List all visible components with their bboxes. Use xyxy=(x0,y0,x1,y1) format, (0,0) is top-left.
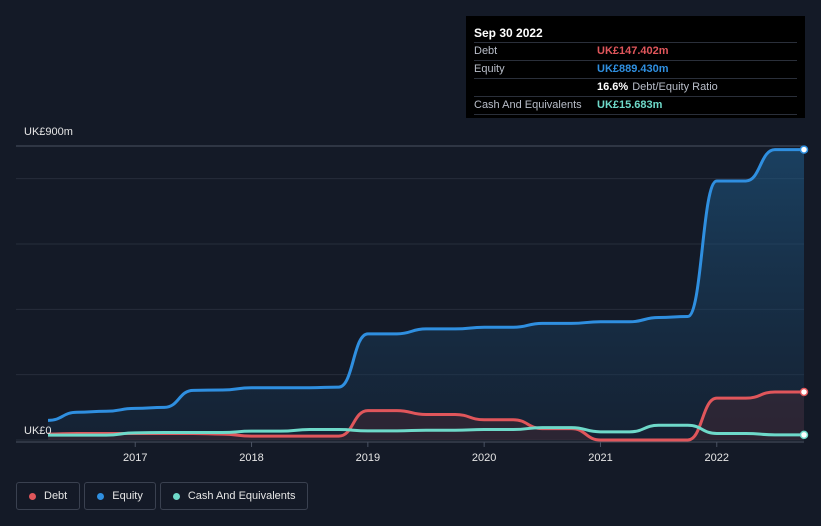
tooltip-panel: Sep 30 2022 Debt UK£147.402m Equity UK£8… xyxy=(466,16,805,118)
x-tick-label: 2020 xyxy=(472,452,496,464)
tooltip-ratio-label: Debt/Equity Ratio xyxy=(632,81,718,93)
legend-cash-dot-icon xyxy=(172,492,180,500)
tooltip-equity-label: Equity xyxy=(474,63,505,75)
tooltip-debt-label: Debt xyxy=(474,45,498,57)
x-tick-label: 2017 xyxy=(123,452,147,464)
grid-lines xyxy=(16,145,804,443)
y-axis-top-label: UK£900m xyxy=(24,126,73,138)
tooltip-debt-row: Debt UK£147.402m xyxy=(474,42,797,60)
legend-item-cash[interactable]: Cash And Equivalents xyxy=(159,482,309,510)
cash-series-line xyxy=(47,423,804,437)
tooltip-equity-row: Equity UK£889.430m xyxy=(474,60,797,78)
x-tick-label: 2022 xyxy=(705,452,729,464)
legend-debt-label: Debt xyxy=(44,490,68,502)
equity-end-marker xyxy=(799,145,809,154)
x-tick-label: 2021 xyxy=(588,452,612,464)
tooltip-ratio-spacer xyxy=(474,79,597,96)
chart-legend: Debt Equity Cash And Equivalents xyxy=(16,482,309,510)
y-axis-bottom-label: UK£0 xyxy=(24,425,52,437)
cash-end-marker xyxy=(799,430,809,440)
debt-end-marker xyxy=(799,387,809,397)
equity-series-line xyxy=(47,148,804,422)
legend-cash-label: Cash And Equivalents xyxy=(187,490,296,502)
legend-item-equity[interactable]: Equity xyxy=(84,482,156,510)
x-axis-ticks: 2017 2018 2019 2020 2021 2022 xyxy=(123,442,729,464)
tooltip-cash-value: UK£15.683m xyxy=(597,99,663,111)
tooltip-ratio-value: 16.6% xyxy=(597,81,629,93)
equity-area xyxy=(48,149,804,441)
legend-equity-dot-icon xyxy=(97,492,105,500)
equity-area-fill xyxy=(48,149,804,441)
legend-item-debt[interactable]: Debt xyxy=(16,482,81,510)
x-tick-label: 2018 xyxy=(239,452,263,464)
series-lines xyxy=(47,148,804,442)
tooltip-ratio-row: 16.6% Debt/Equity Ratio xyxy=(474,78,797,96)
end-markers xyxy=(799,145,809,440)
x-tick-label: 2019 xyxy=(356,452,380,464)
tooltip-debt-value: UK£147.402m xyxy=(597,45,669,57)
tooltip-cash-label: Cash And Equivalents xyxy=(474,99,582,111)
legend-equity-label: Equity xyxy=(112,490,143,502)
legend-debt-dot-icon xyxy=(29,492,36,500)
tooltip-date: Sep 30 2022 xyxy=(474,26,543,40)
tooltip-cash-row: Cash And Equivalents UK£15.683m xyxy=(474,96,797,115)
tooltip-equity-value: UK£889.430m xyxy=(597,63,669,75)
